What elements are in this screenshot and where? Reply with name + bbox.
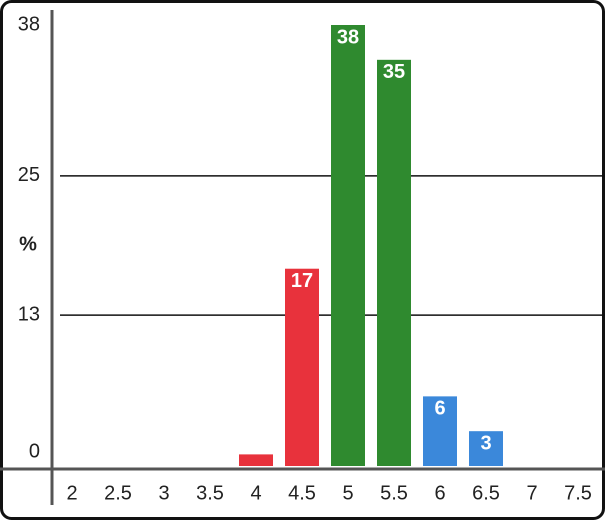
bar (377, 59, 411, 466)
x-tick-label: 4 (250, 482, 261, 504)
bar (469, 431, 503, 466)
x-tick-label: 6.5 (472, 482, 500, 504)
x-tick-label: 7.5 (564, 482, 592, 504)
y-tick-label: 0 (29, 440, 40, 462)
x-tick-label: 3 (158, 482, 169, 504)
x-tick-label: 5 (342, 482, 353, 504)
value-label: 3 (480, 432, 491, 454)
y-tick-label: 13 (18, 303, 40, 325)
x-tick-label: 6 (434, 482, 445, 504)
x-tick-label: 4.5 (288, 482, 316, 504)
value-label: 6 (434, 398, 445, 420)
x-tick-label: 2.5 (104, 482, 132, 504)
value-label: 17 (291, 270, 313, 292)
bar (285, 268, 319, 466)
y-axis-label: % (19, 233, 37, 255)
bar (331, 25, 365, 466)
bar (423, 396, 457, 466)
x-tick-label: 2 (66, 482, 77, 504)
x-tick-label: 7 (526, 482, 537, 504)
x-tick-label: 5.5 (380, 482, 408, 504)
y-tick-label: 38 (18, 13, 40, 35)
value-label: 35 (383, 61, 405, 83)
value-label: 38 (337, 26, 359, 48)
y-tick-label: 25 (18, 164, 40, 186)
x-tick-label: 3.5 (196, 482, 224, 504)
bar (239, 454, 273, 466)
